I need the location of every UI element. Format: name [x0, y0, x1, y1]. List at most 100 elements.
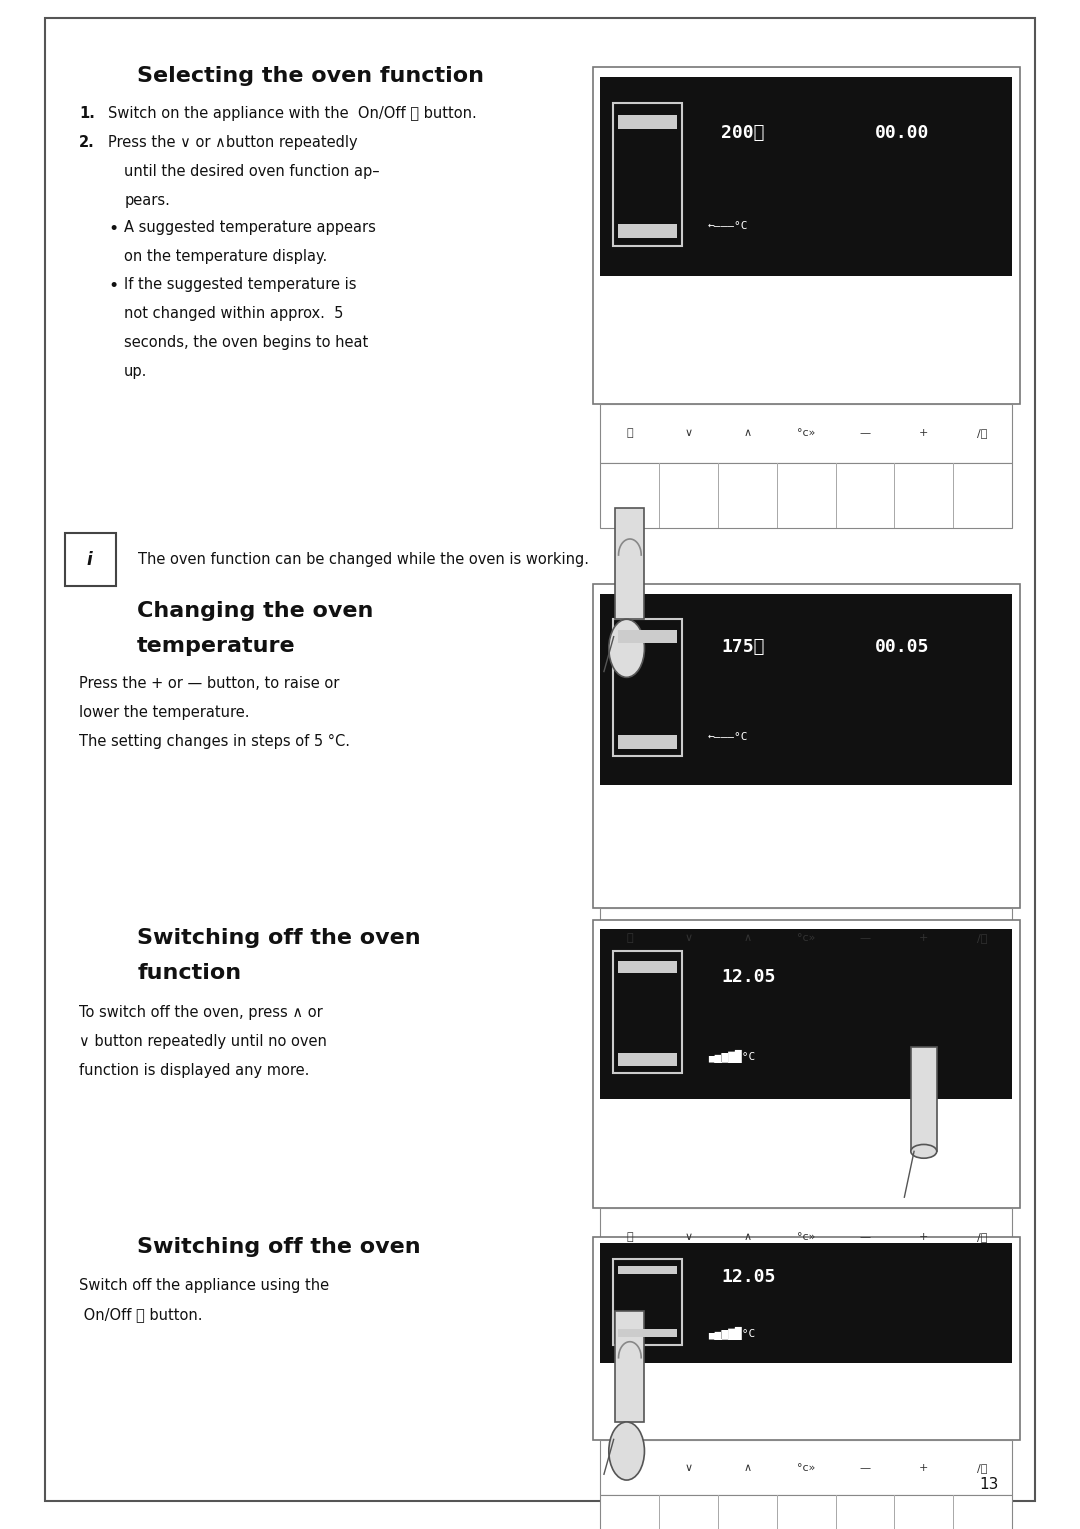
Text: Changing the oven: Changing the oven — [137, 601, 374, 621]
Text: °c»: °c» — [797, 1232, 815, 1242]
Text: up.: up. — [124, 364, 148, 379]
Bar — [618, 735, 677, 749]
Bar — [613, 619, 681, 757]
Bar — [600, 908, 1012, 968]
Bar — [613, 102, 681, 246]
Bar — [600, 1440, 1012, 1495]
Text: /ⓩ: /ⓩ — [977, 1463, 988, 1472]
Bar — [593, 920, 1020, 1208]
Bar — [718, 1495, 719, 1529]
Bar — [954, 968, 955, 1032]
Bar — [954, 1495, 955, 1529]
Text: ▄▅▆▇█°C: ▄▅▆▇█°C — [708, 1327, 755, 1339]
Bar — [618, 1053, 677, 1066]
Text: 200℃: 200℃ — [721, 124, 765, 142]
Bar — [954, 1266, 955, 1330]
Text: Switch off the appliance using the: Switch off the appliance using the — [79, 1278, 329, 1294]
Text: If the suggested temperature is: If the suggested temperature is — [124, 277, 356, 292]
Bar — [593, 584, 1020, 908]
Text: —: — — [860, 933, 870, 943]
Text: pears.: pears. — [124, 193, 170, 208]
Text: ←———°C: ←———°C — [708, 732, 748, 742]
Text: To switch off the oven, press ∧ or: To switch off the oven, press ∧ or — [79, 1005, 323, 1020]
Bar — [894, 1266, 895, 1330]
Bar — [777, 1266, 778, 1330]
Bar — [616, 508, 645, 619]
Ellipse shape — [910, 1144, 936, 1159]
Text: On/Off ⓞ button.: On/Off ⓞ button. — [79, 1307, 202, 1323]
Text: The setting changes in steps of 5 °C.: The setting changes in steps of 5 °C. — [79, 734, 350, 749]
Text: —: — — [860, 428, 870, 439]
Text: lower the temperature.: lower the temperature. — [79, 705, 249, 720]
Text: 13: 13 — [980, 1477, 999, 1492]
Bar — [65, 532, 116, 586]
Text: /ⓩ: /ⓩ — [977, 428, 988, 439]
Bar — [618, 630, 677, 644]
Bar — [613, 951, 681, 1073]
Text: °c»: °c» — [797, 428, 815, 439]
Ellipse shape — [609, 1422, 645, 1480]
Text: 00.00: 00.00 — [875, 124, 929, 142]
Bar — [910, 1047, 936, 1151]
Text: /ⓩ: /ⓩ — [977, 933, 988, 943]
Bar — [659, 1495, 660, 1529]
Bar — [600, 1243, 1012, 1362]
Bar — [659, 463, 660, 528]
Bar — [836, 968, 837, 1032]
Text: +: + — [919, 933, 929, 943]
Text: —: — — [860, 1463, 870, 1472]
Text: ∨: ∨ — [685, 933, 692, 943]
Text: —: — — [860, 1232, 870, 1242]
Text: ∨: ∨ — [685, 1232, 692, 1242]
Text: until the desired oven function ap–: until the desired oven function ap– — [124, 164, 380, 179]
Bar — [618, 1329, 677, 1338]
Text: +: + — [919, 1232, 929, 1242]
Bar — [836, 463, 837, 528]
Text: ∨: ∨ — [685, 1463, 692, 1472]
Text: ∧: ∧ — [743, 1232, 752, 1242]
Text: ▄▅▆▇█°C: ▄▅▆▇█°C — [708, 1050, 755, 1063]
Bar — [616, 1310, 645, 1422]
Text: 12.05: 12.05 — [721, 968, 775, 986]
Bar — [600, 404, 1012, 463]
Text: ∧: ∧ — [743, 933, 752, 943]
Bar — [894, 1495, 895, 1529]
Text: i: i — [86, 550, 93, 569]
Bar — [954, 463, 955, 528]
Bar — [777, 968, 778, 1032]
Text: Switching off the oven: Switching off the oven — [137, 1237, 421, 1257]
Bar — [894, 968, 895, 1032]
Text: function: function — [137, 963, 241, 983]
Bar — [718, 1266, 719, 1330]
Text: The oven function can be changed while the oven is working.: The oven function can be changed while t… — [138, 552, 590, 567]
Text: Switch on the appliance with the  On/Off ⓞ button.: Switch on the appliance with the On/Off … — [108, 106, 476, 121]
Text: ⓞ: ⓞ — [626, 1232, 633, 1242]
Bar — [600, 930, 1012, 1099]
Bar — [600, 78, 1012, 275]
Text: Press the ∨ or ∧button repeatedly: Press the ∨ or ∧button repeatedly — [108, 135, 357, 150]
Text: +: + — [919, 428, 929, 439]
Text: ⓞ: ⓞ — [626, 933, 633, 943]
Text: Switching off the oven: Switching off the oven — [137, 928, 421, 948]
Text: 12.05: 12.05 — [721, 1268, 775, 1286]
Text: 2.: 2. — [79, 135, 95, 150]
Text: 175℃: 175℃ — [721, 638, 765, 656]
Bar — [894, 463, 895, 528]
Bar — [659, 1266, 660, 1330]
Bar — [777, 1495, 778, 1529]
Ellipse shape — [609, 619, 645, 677]
Bar — [777, 463, 778, 528]
Bar — [600, 593, 1012, 784]
Bar — [593, 67, 1020, 404]
Text: •: • — [108, 277, 118, 295]
Text: Selecting the oven function: Selecting the oven function — [137, 66, 484, 86]
Text: not changed within approx.  5: not changed within approx. 5 — [124, 306, 343, 321]
Text: ∨: ∨ — [685, 428, 692, 439]
Bar — [718, 968, 719, 1032]
Text: •: • — [108, 220, 118, 239]
Bar — [618, 1266, 677, 1274]
Text: °c»: °c» — [797, 1463, 815, 1472]
Bar — [836, 1495, 837, 1529]
Bar — [618, 115, 677, 128]
Bar — [618, 225, 677, 239]
